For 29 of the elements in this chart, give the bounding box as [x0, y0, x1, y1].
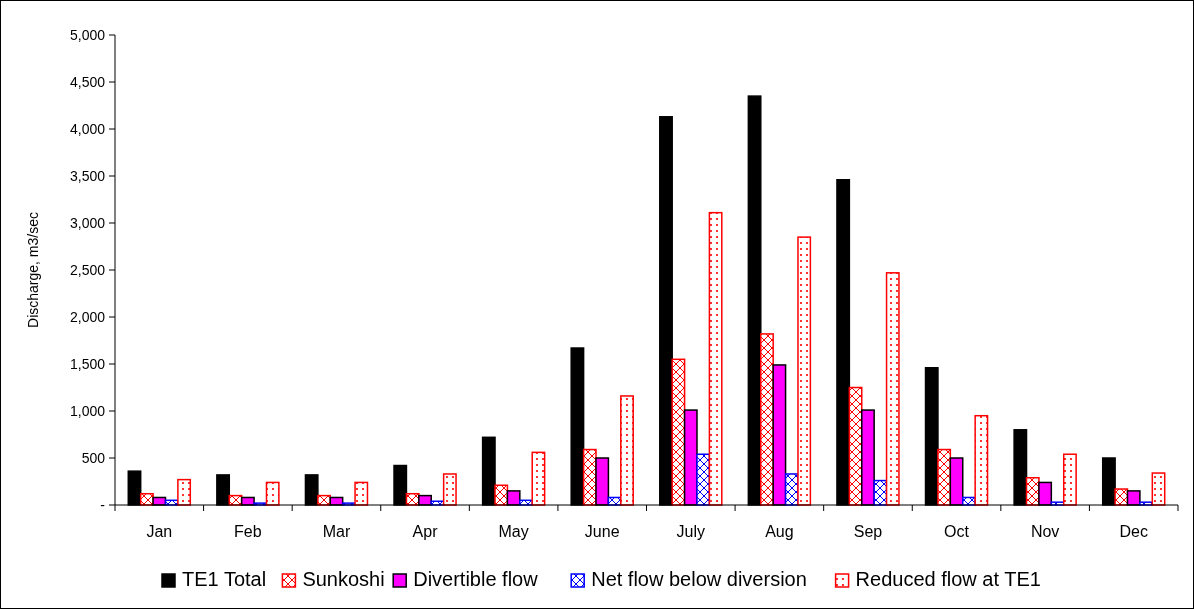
y-tick-label: 500 — [81, 449, 106, 466]
y-tick-label: 2,000 — [69, 308, 106, 325]
x-tick-label: June — [584, 523, 620, 540]
legend-label: Divertible flow — [413, 568, 539, 590]
x-tick-label: Mar — [322, 523, 351, 540]
legend-label: Reduced flow at TE1 — [855, 568, 1041, 590]
x-tick-label: Apr — [412, 523, 439, 540]
y-tick-label: 5,000 — [69, 26, 106, 43]
legend-label: TE1 Total — [182, 568, 267, 590]
y-axis-title: Discharge, m3/sec — [25, 212, 41, 328]
x-tick-label: Aug — [765, 523, 794, 540]
legend-label: Sunkoshi — [302, 568, 385, 590]
x-tick-label: Nov — [1030, 523, 1060, 540]
y-tick-label: 1,500 — [69, 355, 106, 372]
y-tick-label: 3,500 — [69, 167, 106, 184]
x-tick-label: Feb — [234, 523, 262, 540]
x-tick-label: Oct — [944, 523, 970, 540]
x-tick-label: Dec — [1119, 523, 1148, 540]
y-tick-label: 3,000 — [69, 214, 106, 231]
y-tick-label: 4,500 — [69, 73, 106, 90]
legend-label: Net flow below diversion — [591, 568, 807, 590]
y-tick-label: 4,000 — [69, 120, 106, 137]
x-tick-label: Sep — [853, 523, 883, 540]
y-tick-label: - — [100, 496, 106, 513]
y-tick-label: 1,000 — [69, 402, 106, 419]
x-tick-label: Jan — [146, 523, 173, 540]
y-tick-label: 2,500 — [69, 261, 106, 278]
x-tick-label: May — [498, 523, 529, 540]
x-tick-label: July — [676, 523, 706, 540]
